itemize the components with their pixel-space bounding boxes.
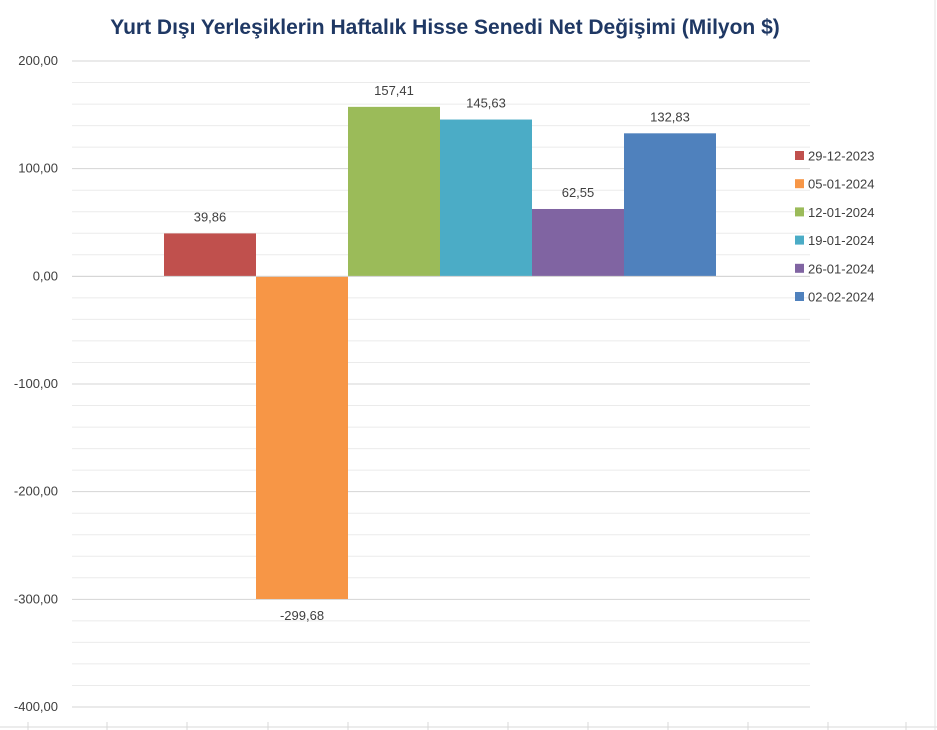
- y-tick-label: -300,00: [14, 591, 58, 606]
- legend-swatch: [795, 151, 804, 160]
- legend-label: 19-01-2024: [808, 233, 875, 248]
- bar-12-01-2024: [348, 106, 440, 277]
- bar-19-01-2024: [440, 119, 532, 277]
- data-label: 39,86: [194, 209, 227, 224]
- bar-29-12-2023: [164, 233, 256, 277]
- legend-label: 26-01-2024: [808, 261, 875, 276]
- legend-label: 02-02-2024: [808, 290, 875, 305]
- y-tick-label: 200,00: [18, 53, 58, 68]
- bar-26-01-2024: [532, 208, 624, 277]
- y-tick-label: -100,00: [14, 376, 58, 391]
- y-tick-label: 0,00: [33, 268, 58, 283]
- y-tick-label: -200,00: [14, 484, 58, 499]
- legend-swatch: [795, 179, 804, 189]
- legend-swatch: [795, 207, 804, 217]
- y-tick-label: 100,00: [18, 161, 58, 176]
- bar-05-01-2024: [256, 276, 348, 599]
- legend-swatch: [795, 263, 804, 273]
- legend-swatch: [795, 235, 804, 245]
- data-label: 62,55: [562, 185, 595, 200]
- legend-label: 05-01-2024: [808, 177, 875, 192]
- data-label: 132,83: [650, 109, 690, 124]
- bar-02-02-2024: [624, 133, 716, 277]
- data-label: -299,68: [280, 608, 324, 623]
- y-tick-label: -400,00: [14, 699, 58, 714]
- chart-title: Yurt Dışı Yerleşiklerin Haftalık Hisse S…: [110, 16, 780, 39]
- data-label: 145,63: [466, 96, 506, 111]
- legend-label: 29-12-2023: [808, 149, 875, 164]
- legend-swatch: [795, 292, 804, 301]
- data-label: 157,41: [374, 83, 414, 98]
- legend-label: 12-01-2024: [808, 205, 875, 220]
